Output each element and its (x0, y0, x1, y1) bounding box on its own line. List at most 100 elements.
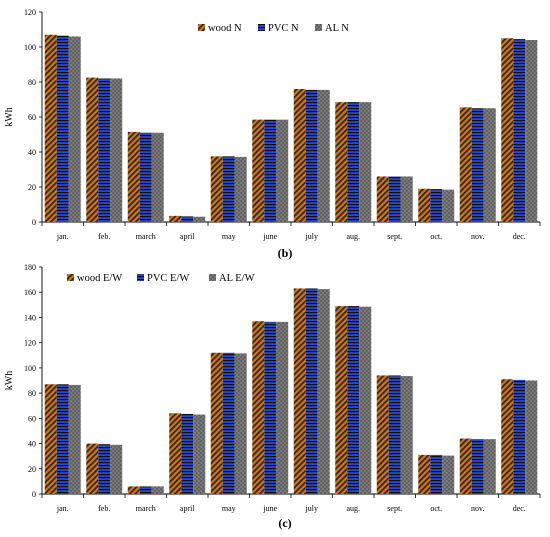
bar (68, 36, 81, 222)
x-tick-label: aug. (346, 504, 360, 513)
bar (442, 455, 455, 494)
bar (459, 438, 472, 494)
x-tick-label: march (136, 504, 156, 513)
bar (151, 486, 164, 494)
y-tick-label: 40 (28, 440, 36, 449)
bar (471, 108, 484, 222)
bar (98, 78, 111, 222)
bar (442, 189, 455, 222)
bar (169, 215, 182, 222)
bar (418, 454, 431, 494)
bar (56, 35, 69, 222)
legend-entry: PVC N (268, 23, 299, 34)
bar (317, 89, 330, 222)
bar (388, 176, 401, 222)
legend-entry: AL N (325, 23, 349, 34)
bar (483, 108, 496, 222)
bar (110, 444, 123, 494)
bar (305, 89, 318, 222)
x-tick-label: sept. (387, 232, 402, 241)
bar (264, 119, 277, 222)
bar (193, 414, 206, 494)
x-tick-label: nov. (471, 504, 484, 513)
bar (501, 38, 514, 222)
x-tick-label: june (262, 504, 277, 513)
bar (56, 384, 69, 494)
bar (400, 176, 413, 222)
legend-entry: AL E/W (219, 273, 255, 284)
bar (459, 107, 472, 222)
bar (139, 486, 152, 494)
bar (513, 379, 526, 494)
bar (210, 156, 223, 222)
bar (252, 119, 265, 222)
bar (210, 352, 223, 494)
bar (151, 132, 164, 222)
y-tick-label: 60 (28, 113, 36, 122)
bar (234, 156, 247, 222)
chart-panel-c: 0 20 40 60 80 100 120 140 160 180 jan. feb. march apr… (4, 263, 541, 530)
x-tick-label: jan. (56, 504, 69, 513)
x-tick-label: jan. (56, 232, 69, 241)
bar (483, 439, 496, 494)
bar (400, 376, 413, 494)
x-tick-label: sept. (387, 504, 402, 513)
bar (44, 34, 57, 222)
x-tick-label: march (136, 232, 156, 241)
y-tick-label: 180 (24, 263, 36, 272)
legend-swatch (258, 24, 265, 31)
y-tick-label: 120 (24, 339, 36, 348)
x-tick-label: may (222, 504, 236, 513)
bar (359, 102, 372, 222)
y-tick-label: 0 (32, 490, 36, 499)
bar (376, 176, 389, 222)
legend-entry: wood E/W (77, 273, 122, 284)
bar (335, 102, 348, 222)
panel-label: (c) (278, 516, 291, 530)
chart-panel-b: 0 20 40 60 80 100 120 jan. feb. march april may june… (4, 8, 541, 260)
x-tick-label: april (180, 504, 195, 513)
x-tick-label: nov. (471, 232, 484, 241)
bar (525, 40, 538, 222)
bar (347, 306, 360, 494)
bar (293, 89, 306, 222)
y-tick-label: 120 (24, 8, 36, 17)
bar (388, 375, 401, 494)
y-tick-label: 140 (24, 313, 36, 322)
x-tick-label: dec. (513, 232, 526, 241)
bar (68, 384, 81, 494)
bar (501, 379, 514, 494)
legend-entry: PVC E/W (147, 273, 189, 284)
bar (86, 77, 99, 222)
bar (471, 439, 484, 494)
bar (276, 321, 289, 494)
x-tick-label: feb. (98, 504, 110, 513)
legend-swatch (137, 274, 144, 281)
bar (347, 102, 360, 222)
bar (222, 156, 235, 222)
bar (335, 306, 348, 494)
legend-swatch (315, 24, 322, 31)
bar (317, 289, 330, 494)
bar (359, 306, 372, 494)
bar (98, 444, 111, 494)
x-tick-label: feb. (98, 232, 110, 241)
y-axis-label: kWh (4, 371, 15, 390)
x-tick-label: oct. (430, 232, 442, 241)
y-tick-label: 80 (28, 389, 36, 398)
bar (293, 288, 306, 494)
bar (44, 384, 57, 494)
y-tick-label: 100 (24, 43, 36, 52)
bar (430, 454, 443, 494)
x-tick-label: aug. (346, 232, 360, 241)
legend-entry: wood N (208, 23, 242, 34)
panel-label: (b) (278, 246, 293, 260)
bar (525, 380, 538, 494)
y-tick-label: 100 (24, 364, 36, 373)
y-tick-label: 0 (32, 218, 36, 227)
bar (181, 413, 194, 494)
bar (264, 321, 277, 494)
bar (139, 132, 152, 222)
